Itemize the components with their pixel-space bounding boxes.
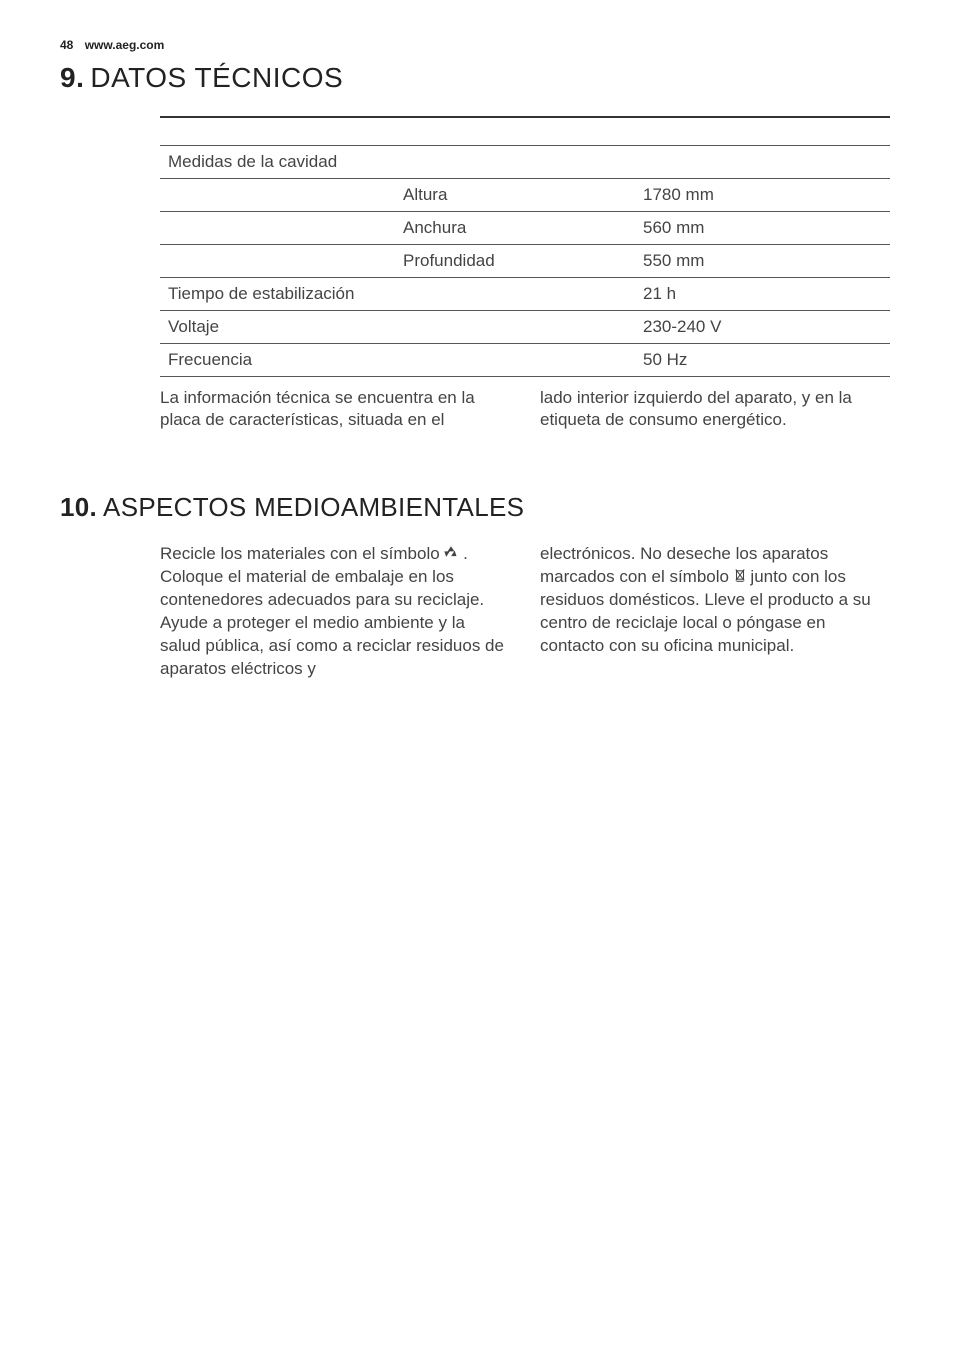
table-cell bbox=[160, 244, 395, 277]
table-cell: Profundidad bbox=[395, 244, 635, 277]
section-10-title: ASPECTOS MEDIOAMBIENTALES bbox=[103, 492, 524, 522]
header-url: www.aeg.com bbox=[85, 38, 165, 52]
table-cell: 550 mm bbox=[635, 244, 890, 277]
section-9-title: DATOS TÉCNICOS bbox=[90, 62, 343, 93]
recycle-icon bbox=[444, 543, 458, 566]
table-cell: 1780 mm bbox=[635, 178, 890, 211]
section-10-number: 10. bbox=[60, 492, 97, 522]
table-row: Profundidad 550 mm bbox=[160, 244, 890, 277]
env-text: Recicle los materiales con el símbolo bbox=[160, 544, 444, 563]
tech-note-columns: La información técnica se encuentra en l… bbox=[160, 387, 890, 433]
table-row bbox=[160, 117, 890, 145]
table-row: Frecuencia 50 Hz bbox=[160, 343, 890, 376]
table-cell: 21 h bbox=[635, 277, 890, 310]
table-row: Voltaje 230-240 V bbox=[160, 310, 890, 343]
table-cell: Frecuencia bbox=[160, 343, 635, 376]
section-9-number: 9. bbox=[60, 62, 84, 93]
page-header: 48 www.aeg.com bbox=[60, 38, 894, 52]
cavity-label: Medidas de la cavidad bbox=[160, 145, 890, 178]
table-row: Altura 1780 mm bbox=[160, 178, 890, 211]
env-column-right: electrónicos. No deseche los aparatos ma… bbox=[540, 543, 890, 681]
table-row: Tiempo de estabilización 21 h bbox=[160, 277, 890, 310]
tech-note-left: La información técnica se encuentra en l… bbox=[160, 387, 510, 433]
table-cell: Tiempo de estabilización bbox=[160, 277, 635, 310]
table-cell: 50 Hz bbox=[635, 343, 890, 376]
technical-data-table: Medidas de la cavidad Altura 1780 mm Anc… bbox=[160, 116, 890, 377]
env-column-left: Recicle los materiales con el símbolo . … bbox=[160, 543, 510, 681]
env-text: Ayude a proteger el medio ambiente y la … bbox=[160, 613, 504, 678]
table-row: Anchura 560 mm bbox=[160, 211, 890, 244]
weee-icon bbox=[734, 566, 746, 589]
table-cell bbox=[160, 211, 395, 244]
tech-note-right: lado interior izquierdo del aparato, y e… bbox=[540, 387, 890, 433]
table-cell: 230-240 V bbox=[635, 310, 890, 343]
table-cell: Anchura bbox=[395, 211, 635, 244]
table-cell bbox=[160, 178, 395, 211]
table-cell: 560 mm bbox=[635, 211, 890, 244]
section-9-heading: 9.DATOS TÉCNICOS bbox=[60, 62, 894, 94]
section-10-heading: 10.ASPECTOS MEDIOAMBIENTALES bbox=[60, 492, 894, 523]
table-cell: Altura bbox=[395, 178, 635, 211]
environmental-columns: Recicle los materiales con el símbolo . … bbox=[160, 543, 890, 681]
table-row: Medidas de la cavidad bbox=[160, 145, 890, 178]
page-number: 48 bbox=[60, 38, 73, 52]
table-cell: Voltaje bbox=[160, 310, 635, 343]
